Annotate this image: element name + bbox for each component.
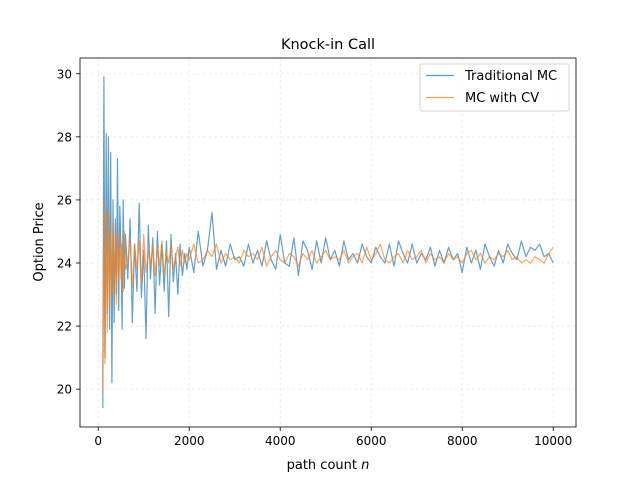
y-tick-label: 24 [57, 257, 72, 271]
series-line-mc-with-cv [102, 199, 554, 393]
x-tick-label: 2000 [174, 434, 205, 448]
x-axis-label: path count n [287, 458, 370, 473]
grid [80, 58, 576, 427]
x-tick-label: 6000 [356, 434, 387, 448]
x-tick-label: 8000 [447, 434, 478, 448]
legend: Traditional MC MC with CV [419, 63, 570, 112]
legend-label-mc-with-cv: MC with CV [465, 91, 539, 106]
series-line-traditional-mc [102, 76, 554, 409]
legend-label-traditional-mc: Traditional MC [464, 69, 557, 84]
y-axis-label: Option Price [32, 202, 47, 281]
x-tick-label: 4000 [265, 434, 296, 448]
axes-frame [79, 57, 577, 428]
series-lines [102, 76, 554, 409]
chart-title: Knock-in Call [281, 37, 375, 53]
y-tick-label: 22 [57, 320, 72, 334]
y-tick-label: 20 [57, 383, 72, 397]
y-axis-ticks: 20 22 24 26 28 30 [57, 67, 80, 397]
x-axis-ticks: 0 2000 4000 6000 8000 10000 [94, 427, 572, 448]
x-tick-label: 10000 [534, 434, 572, 448]
y-tick-label: 28 [57, 130, 72, 144]
x-axis-label-variable: n [361, 458, 369, 473]
x-tick-label: 0 [94, 434, 102, 448]
y-tick-label: 26 [57, 193, 72, 207]
x-axis-label-text: path count [287, 458, 357, 473]
legend-box [419, 63, 570, 112]
y-tick-label: 30 [57, 67, 72, 81]
